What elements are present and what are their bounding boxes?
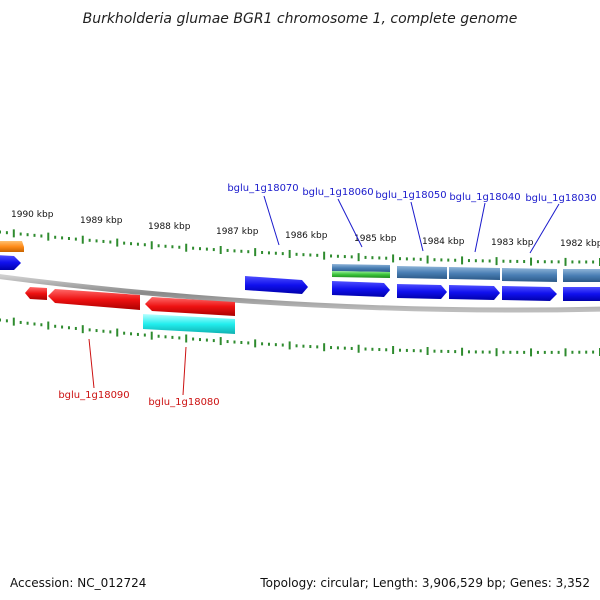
- gene-18040-steel[interactable]: [449, 267, 500, 280]
- scale-label-1984: 1984 kbp: [422, 237, 465, 247]
- gene-18040[interactable]: [449, 285, 500, 300]
- scale-labels: 1990 kbp 1989 kbp 1988 kbp 1987 kbp 1986…: [11, 210, 600, 249]
- gene-label-18090[interactable]: bglu_1g18090: [58, 390, 129, 401]
- gene-18090[interactable]: [48, 289, 140, 310]
- map-title: Burkholderia glumae BGR1 chromosome 1, c…: [83, 11, 518, 27]
- forward-genes: [0, 241, 600, 301]
- scale-label-1990: 1990 kbp: [11, 210, 54, 220]
- leader-18030: [529, 203, 560, 254]
- gene-18050-steel[interactable]: [397, 266, 447, 279]
- inner-tick-track: [0, 317, 600, 357]
- gene-label-18050[interactable]: bglu_1g18050: [375, 190, 446, 201]
- gene-blue-right[interactable]: [563, 287, 600, 301]
- leader-18060: [337, 198, 363, 248]
- gene-label-18030[interactable]: bglu_1g18030: [525, 193, 596, 204]
- outer-tick-track: [0, 229, 600, 266]
- scale-label-1983: 1983 kbp: [491, 238, 534, 248]
- leader-18040: [474, 202, 486, 253]
- scale-label-1985: 1985 kbp: [354, 234, 397, 244]
- gene-label-18070[interactable]: bglu_1g18070: [227, 183, 298, 194]
- gene-cyan[interactable]: [143, 314, 235, 334]
- gene-orange[interactable]: [0, 241, 24, 252]
- leader-18090: [88, 338, 95, 389]
- scale-label-1982: 1982 kbp: [560, 239, 600, 249]
- label-leaders: [88, 195, 560, 396]
- gene-labels: bglu_1g18070 bglu_1g18060 bglu_1g18050 b…: [58, 183, 596, 408]
- gene-18070[interactable]: [245, 276, 308, 294]
- scale-label-1989: 1989 kbp: [80, 216, 123, 226]
- leader-18070: [263, 195, 280, 246]
- gene-18030[interactable]: [502, 286, 557, 301]
- scale-label-1987: 1987 kbp: [216, 227, 259, 237]
- scale-label-1988: 1988 kbp: [148, 222, 191, 232]
- gene-blue-left[interactable]: [0, 255, 21, 270]
- gene-steel-right[interactable]: [563, 269, 600, 282]
- genome-backbone: [0, 274, 600, 313]
- gene-18080[interactable]: [145, 297, 235, 316]
- reverse-genes: [25, 287, 235, 334]
- leader-18050: [410, 201, 424, 252]
- gene-label-18040[interactable]: bglu_1g18040: [449, 192, 520, 203]
- gene-18030-steel[interactable]: [502, 268, 557, 282]
- accession-text: Accession: NC_012724: [10, 576, 147, 590]
- leader-18080: [182, 346, 187, 396]
- gene-18050[interactable]: [397, 284, 447, 299]
- gene-label-18060[interactable]: bglu_1g18060: [302, 187, 373, 198]
- gene-18060[interactable]: [332, 281, 390, 297]
- gene-18060-steel[interactable]: [332, 264, 390, 272]
- topology-text: Topology: circular; Length: 3,906,529 bp…: [260, 576, 590, 590]
- gene-18060-green[interactable]: [332, 271, 390, 278]
- gene-red-small[interactable]: [25, 287, 47, 300]
- gene-label-18080[interactable]: bglu_1g18080: [148, 397, 219, 408]
- scale-label-1986: 1986 kbp: [285, 231, 328, 241]
